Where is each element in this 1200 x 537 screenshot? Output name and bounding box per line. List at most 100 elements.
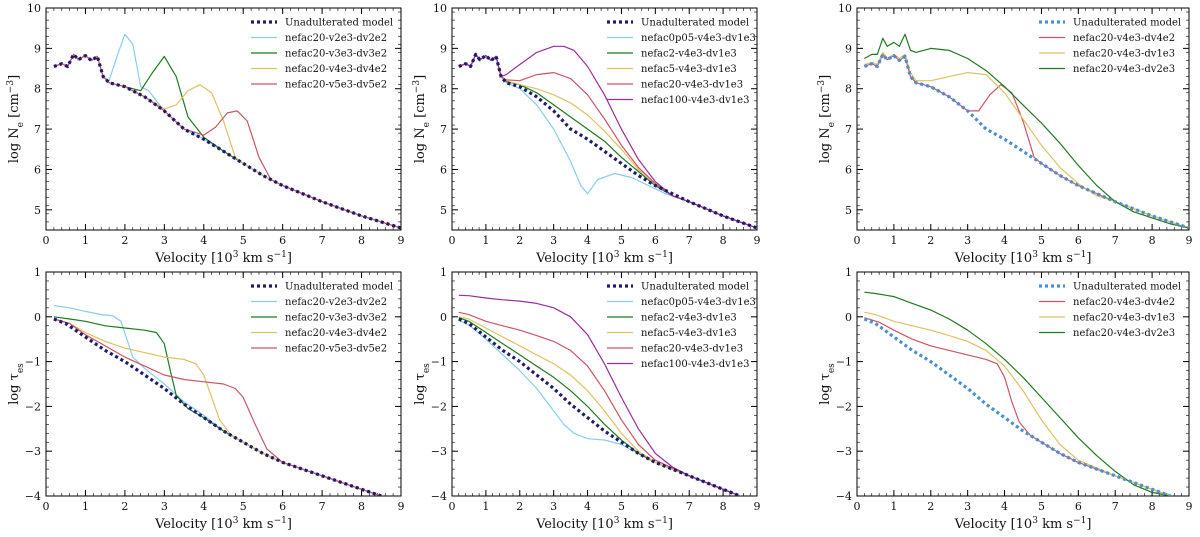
x-tick-label: 5 xyxy=(1038,234,1045,247)
y-tick-label: −3 xyxy=(836,445,852,458)
y-tick-label: 0 xyxy=(34,311,41,324)
x-tick-label: 7 xyxy=(1112,500,1119,513)
panel-bottom-left: 0 1 2 3 4 5 6 7 8 9 −4 −3 −2 −1 0 1 Velocity [103 km s−1… xyxy=(7,266,405,532)
y-tick-label: 5 xyxy=(845,204,852,217)
x-tick-label: 3 xyxy=(550,500,557,513)
legend-label: nefac20-v2e3-dv2e2 xyxy=(285,33,387,44)
x-tick-label: 4 xyxy=(1001,234,1008,247)
x-tick-label: 2 xyxy=(516,234,523,247)
y-tick-label: 5 xyxy=(440,204,447,217)
series-line-nefac20-v4e3-dv2e3 xyxy=(864,291,1171,496)
legend-label: nefac20-v3e3-dv3e2 xyxy=(285,49,387,60)
x-tick-label: 3 xyxy=(161,500,168,513)
x-tick-label: 3 xyxy=(550,234,557,247)
series-line-nefac20-v4e3-dv4e2 xyxy=(864,53,1189,229)
y-axis-label: log τes xyxy=(7,363,26,405)
x-tick-label: 8 xyxy=(358,234,365,247)
x-tick-label: 1 xyxy=(482,500,489,513)
x-axis-label: Velocity [103 km s−1] xyxy=(954,516,1092,532)
series-line-nefac100-v4e3-dv1e3 xyxy=(458,294,741,496)
x-tick-label: 6 xyxy=(279,500,286,513)
x-axis-label: Velocity [103 km s−1] xyxy=(154,516,292,532)
x-tick-label: 6 xyxy=(279,234,286,247)
legend-label: nefac20-v4e3-dv4e2 xyxy=(1073,297,1175,308)
legend-label: nefac20-v4e3-dv2e3 xyxy=(1073,64,1175,75)
legend-label: nefac0p05-v4e3-dv1e3 xyxy=(641,297,756,308)
panel-top-right: 0 1 2 3 4 5 6 7 8 9 5 6 7 8 9 10 Velocity [103 km s−1] lo… xyxy=(817,2,1193,266)
y-tick-label: −1 xyxy=(836,356,852,369)
plot-frame xyxy=(45,7,402,231)
x-tick-label: 6 xyxy=(652,234,659,247)
legend-label: Unadulterated model xyxy=(1073,282,1181,293)
y-tick-label: 8 xyxy=(34,83,41,96)
legend: Unadulterated model nefac0p05-v4e3-dv1e3 n… xyxy=(607,282,756,370)
y-tick-label: −1 xyxy=(431,356,447,369)
plot-frame xyxy=(856,271,1190,497)
series-line-nefac20-v4e3-dv4e2 xyxy=(864,317,1171,496)
legend-label: Unadulterated model xyxy=(1073,18,1181,29)
x-tick-label: 5 xyxy=(240,500,247,513)
y-tick-label: 6 xyxy=(34,163,41,176)
x-tick-label: 1 xyxy=(890,500,897,513)
legend-label: nefac20-v4e3-dv2e3 xyxy=(1073,328,1175,339)
legend-label: nefac20-v4e3-dv1e3 xyxy=(1073,313,1175,324)
x-tick-label: 1 xyxy=(82,500,89,513)
legend-label: nefac20-v4e3-dv1e3 xyxy=(641,344,743,355)
panel-top-middle: 0 1 2 3 4 5 6 7 8 9 5 6 7 8 9 10 Velocity [103 km s−1] lo… xyxy=(412,2,761,266)
x-axis-label: Velocity [103 km s−1] xyxy=(535,250,673,266)
legend-label: nefac20-v4e3-dv1e3 xyxy=(641,80,743,91)
y-axis-label: log τes xyxy=(413,363,432,405)
x-tick-label: 1 xyxy=(482,234,489,247)
legend: Unadulterated model nefac20-v4e3-dv4e2 nef… xyxy=(1039,282,1181,339)
legend-label: nefac2-v4e3-dv1e3 xyxy=(641,49,737,60)
series-line-unadulterated-model xyxy=(53,52,401,230)
y-tick-label: 8 xyxy=(845,83,852,96)
plot-frame xyxy=(856,7,1190,231)
x-tick-label: 2 xyxy=(121,500,128,513)
y-tick-label: 7 xyxy=(440,123,447,136)
y-tick-label: 8 xyxy=(440,83,447,96)
y-tick-label: 10 xyxy=(27,2,41,15)
plot-frame xyxy=(451,271,758,497)
x-tick-label: 9 xyxy=(1186,500,1193,513)
y-tick-label: −4 xyxy=(25,490,41,503)
x-tick-label: 8 xyxy=(720,500,727,513)
y-tick-label: 10 xyxy=(838,2,852,15)
x-tick-label: 2 xyxy=(927,500,934,513)
legend-label: nefac5-v4e3-dv1e3 xyxy=(641,64,737,75)
series-line-unadulterated-model xyxy=(53,317,382,496)
y-tick-label: 6 xyxy=(440,163,447,176)
panel-top-left: 0 1 2 3 4 5 6 7 8 9 5 6 7 8 9 10 Velocity [103 km s−1] lo… xyxy=(6,2,405,266)
x-tick-label: 8 xyxy=(1149,234,1156,247)
x-tick-label: 2 xyxy=(516,500,523,513)
legend: Unadulterated model nefac0p05-v4e3-dv1e3 n… xyxy=(607,18,756,106)
x-tick-label: 7 xyxy=(319,234,326,247)
x-tick-label: 4 xyxy=(584,234,591,247)
x-tick-label: 3 xyxy=(161,234,168,247)
series-line-unadulterated-model xyxy=(458,317,741,496)
legend-label: nefac2-v4e3-dv1e3 xyxy=(641,313,737,324)
y-tick-label: −2 xyxy=(836,400,852,413)
y-tick-label: 0 xyxy=(845,311,852,324)
y-tick-label: −2 xyxy=(431,400,447,413)
x-tick-label: 2 xyxy=(121,234,128,247)
legend-label: nefac20-v2e3-dv2e2 xyxy=(285,297,387,308)
x-tick-label: 7 xyxy=(686,234,693,247)
x-axis-label: Velocity [103 km s−1] xyxy=(535,516,673,532)
legend-label: Unadulterated model xyxy=(285,282,393,293)
series-line-nefac20-v4e3-dv1e3 xyxy=(458,311,741,496)
series-line-unadulterated-model xyxy=(863,317,1172,496)
y-tick-label: 10 xyxy=(433,2,447,15)
legend-label: nefac20-v4e3-dv4e2 xyxy=(285,328,387,339)
legend-label: nefac100-v4e3-dv1e3 xyxy=(641,359,749,370)
legend-label: Unadulterated model xyxy=(285,18,393,29)
x-tick-label: 5 xyxy=(618,234,625,247)
y-tick-label: 1 xyxy=(440,266,447,279)
plot-frame xyxy=(45,271,402,497)
x-tick-label: 8 xyxy=(720,234,727,247)
x-tick-label: 0 xyxy=(43,500,50,513)
x-tick-label: 9 xyxy=(398,234,405,247)
x-tick-label: 4 xyxy=(1001,500,1008,513)
legend-label: nefac20-v3e3-dv3e2 xyxy=(285,313,387,324)
panel-bottom-middle: 0 1 2 3 4 5 6 7 8 9 −4 −3 −2 −1 0 1 Velocity [103 km s−1… xyxy=(413,266,761,532)
